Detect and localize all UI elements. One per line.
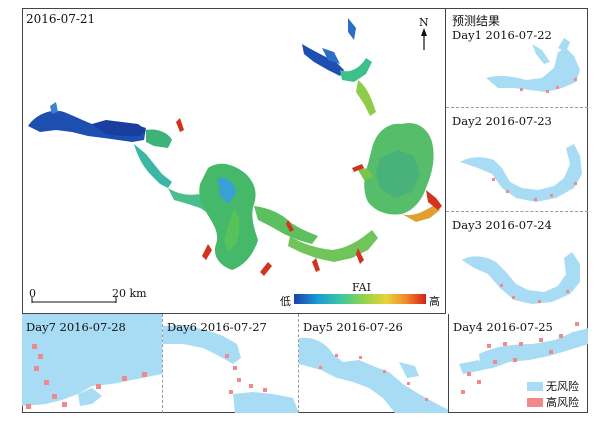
- prediction-day6-panel: Day6 2016-07-27: [162, 314, 298, 413]
- no-risk-label: 无风险: [546, 380, 579, 393]
- colorbar-high-label: 高: [429, 295, 440, 308]
- figure-frame: [22, 8, 588, 413]
- day3-risk-map: [462, 252, 580, 304]
- day3-label: Day3 2016-07-24: [452, 218, 552, 232]
- high-fai-edges: [176, 118, 442, 276]
- legend-high-risk: 高风险: [527, 394, 579, 410]
- lake-north-channel: [302, 18, 376, 116]
- prediction-day7-panel: Day7 2016-07-28: [22, 314, 162, 413]
- day5-label: Day5 2016-07-26: [303, 320, 403, 334]
- day2-label: Day2 2016-07-23: [452, 114, 552, 128]
- colorbar-low-label: 低: [280, 295, 291, 308]
- lake-east-body: [358, 122, 440, 222]
- day6-risk-map: [163, 325, 298, 413]
- scale-zero-label: 0: [29, 287, 36, 300]
- lake-west-arm: [28, 102, 214, 214]
- prediction-day5-panel: Day5 2016-07-26: [298, 314, 448, 413]
- day7-risk-map: [22, 314, 162, 409]
- main-fai-map-panel: 2016-07-21 N 0 20 km FAI 低 高: [22, 8, 446, 314]
- day1-label: Day1 2016-07-22: [452, 28, 552, 42]
- colorbar-title: FAI: [352, 281, 371, 294]
- scale-bar: [31, 297, 117, 303]
- day1-risk-map: [486, 38, 580, 93]
- north-arrow: [421, 28, 427, 50]
- legend-no-risk: 无风险: [527, 378, 579, 394]
- no-risk-swatch: [527, 381, 543, 391]
- prediction-day4-panel: Day4 2016-07-25 无风险 高风险: [448, 314, 588, 413]
- high-risk-label: 高风险: [546, 396, 579, 409]
- north-label: N: [419, 16, 429, 29]
- fai-map: [28, 18, 442, 304]
- day2-risk-map: [460, 144, 582, 202]
- prediction-day3-panel: Day3 2016-07-24: [446, 211, 588, 314]
- day5-risk-map: [299, 337, 448, 413]
- day4-label: Day4 2016-07-25: [453, 320, 553, 334]
- day4-risk-map: [459, 322, 588, 394]
- scale-end-label: 20 km: [112, 287, 147, 300]
- main-date-label: 2016-07-21: [26, 12, 96, 26]
- fai-colorbar: [294, 294, 426, 304]
- prediction-day2-panel: Day2 2016-07-23: [446, 107, 588, 211]
- day7-label: Day7 2016-07-28: [26, 320, 126, 334]
- lake-central-body: [199, 163, 378, 270]
- prediction-heading: 预测结果: [452, 14, 501, 28]
- day6-label: Day6 2016-07-27: [167, 320, 267, 334]
- high-risk-swatch: [527, 397, 543, 407]
- prediction-day1-panel: 预测结果 Day1 2016-07-22: [446, 8, 588, 107]
